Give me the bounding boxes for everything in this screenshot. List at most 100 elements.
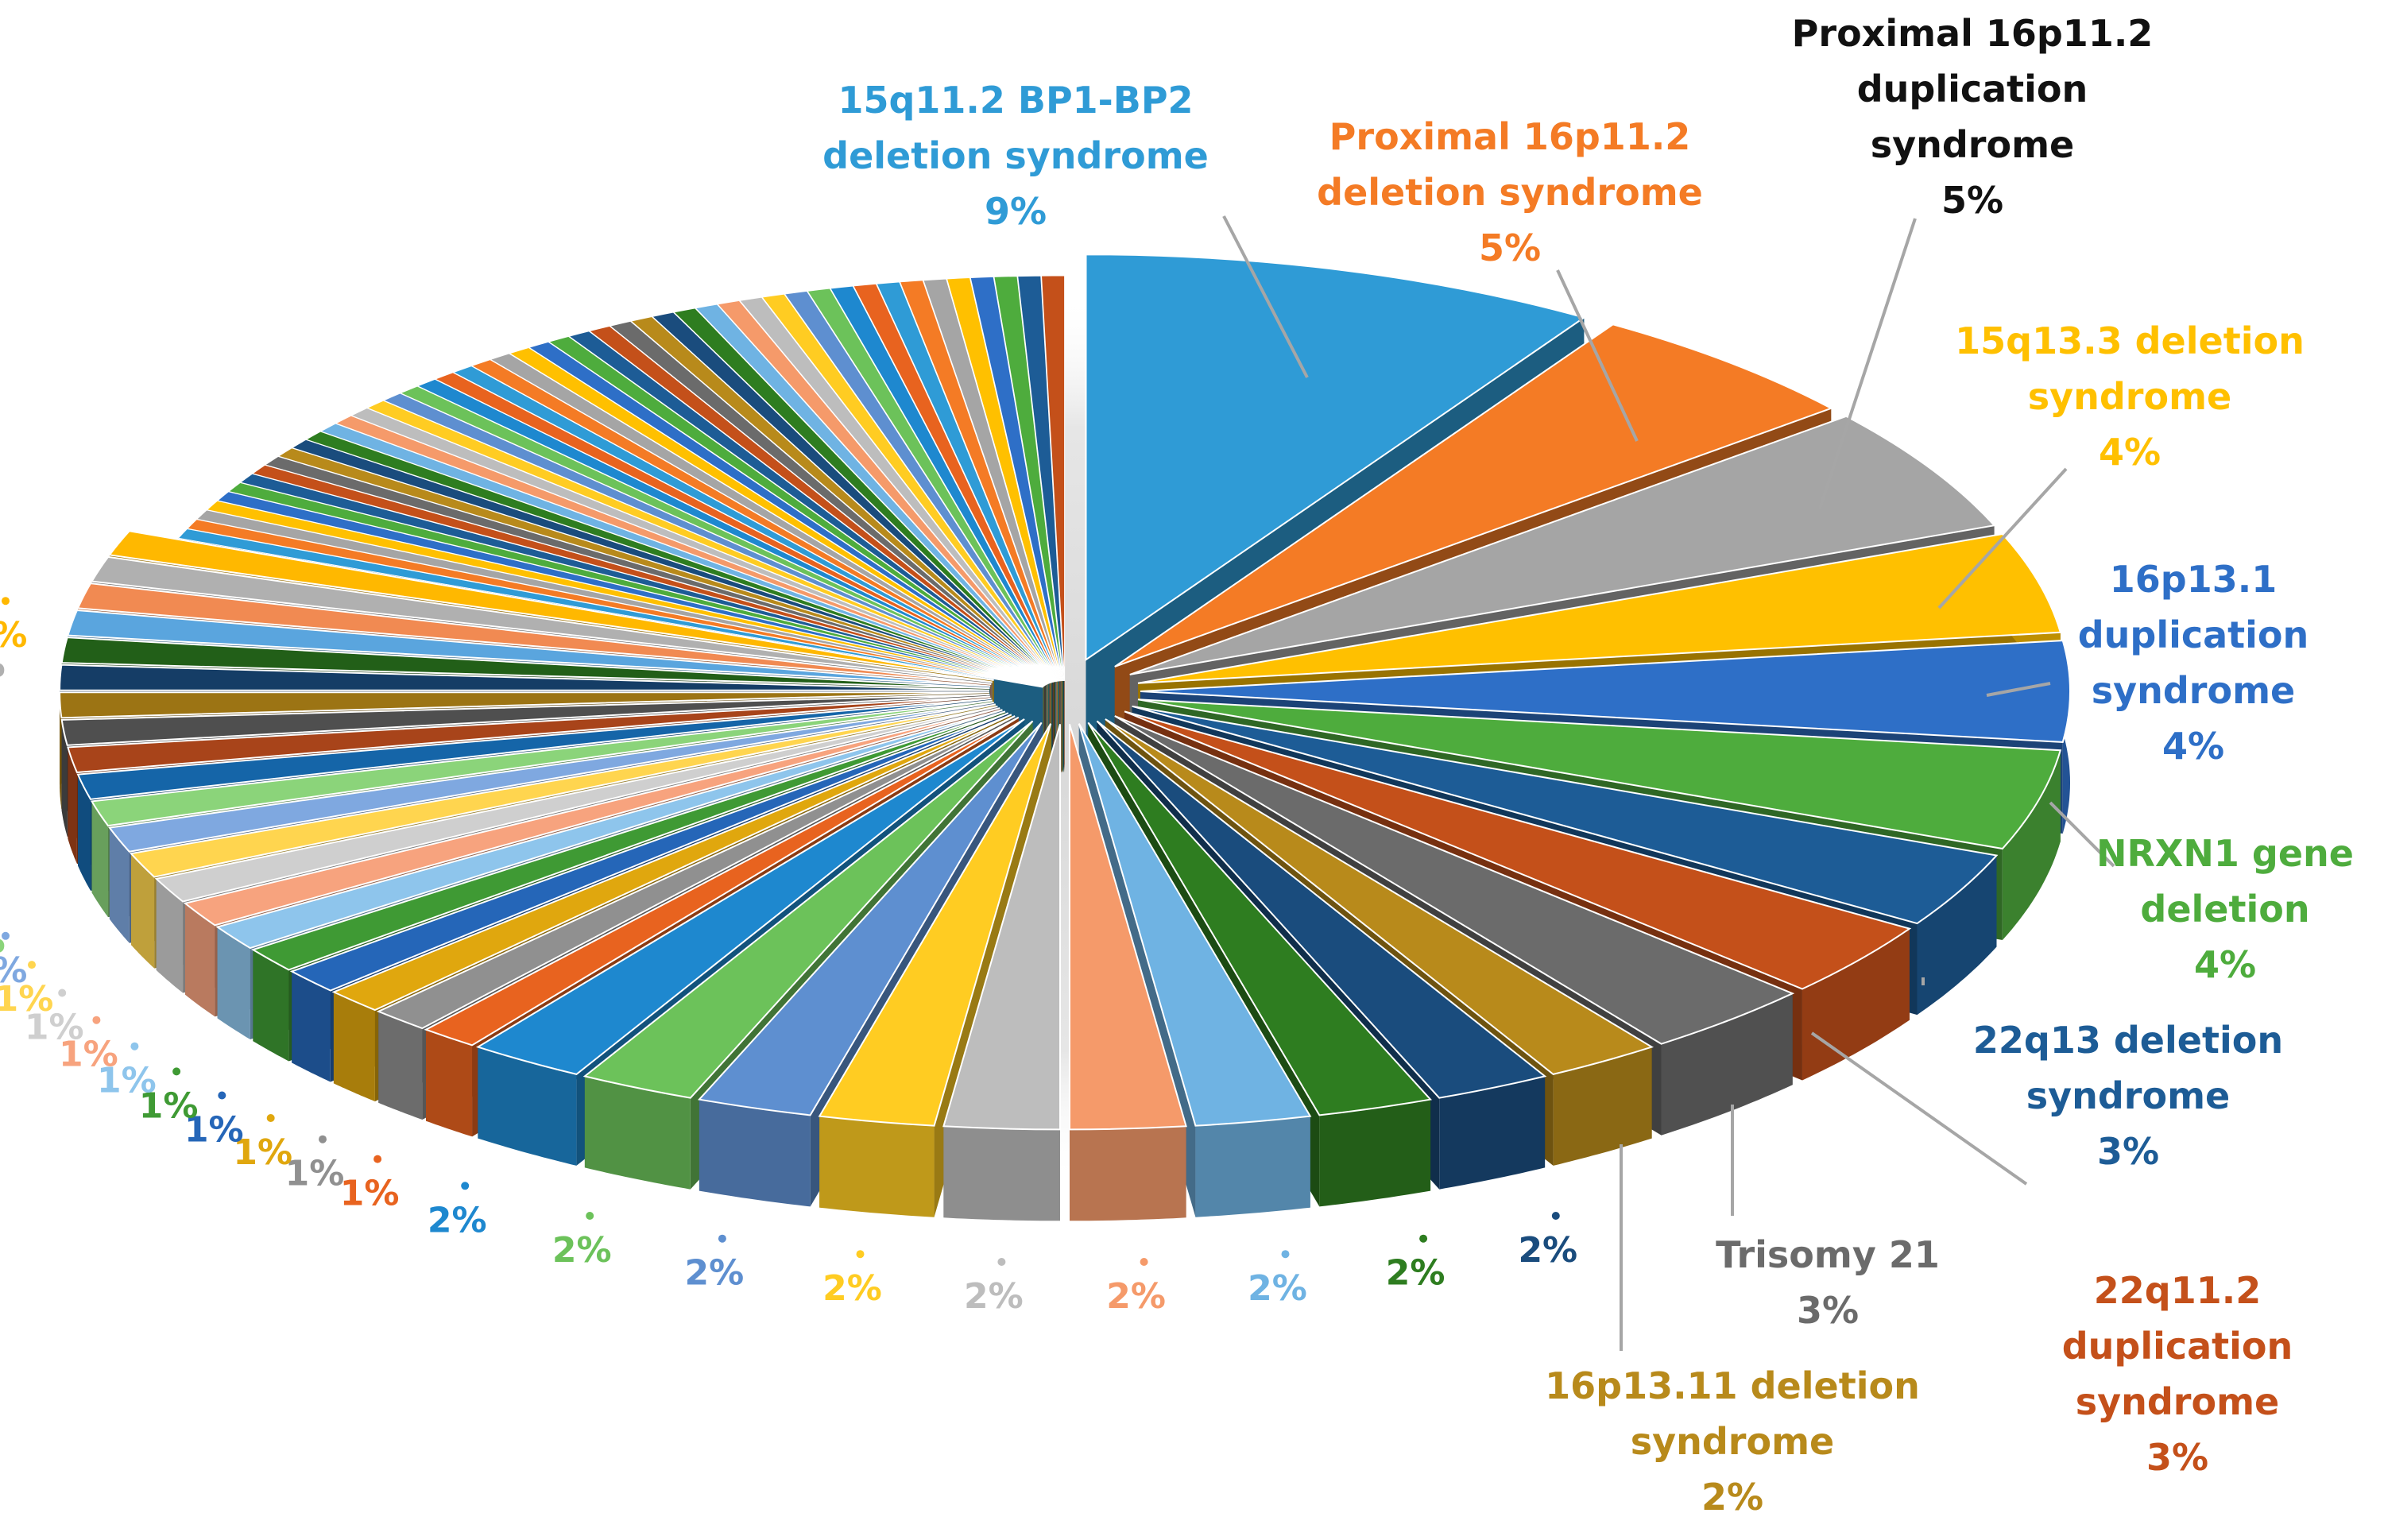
slice-9-outer-wall <box>1553 1047 1652 1166</box>
slice-13-top <box>1068 724 1187 1131</box>
slice-26-leader-dot <box>58 989 67 997</box>
slice-24-top <box>215 709 1003 950</box>
slice-5-outer-wall <box>2002 750 2061 940</box>
slice-24-outer-wall <box>217 927 250 1039</box>
slice-minor-top-75 <box>761 293 1058 682</box>
slice-21-outer-wall <box>333 992 375 1102</box>
slice-28-outer-wall <box>109 827 130 943</box>
slice-6-outer-wall <box>1917 855 1997 1016</box>
slice-3-name-line: syndrome <box>2028 375 2231 418</box>
slice-minor-top-80 <box>876 281 1061 682</box>
slice-25-outer-wall <box>185 903 215 1017</box>
slice-14-pct: 2% <box>964 1276 1024 1317</box>
slice-minor-top-68 <box>609 320 1055 683</box>
slice-7-name-line: 22q11.2 <box>2094 1269 2261 1312</box>
slice-10-top <box>1096 720 1547 1099</box>
slice-minor-top-82 <box>923 278 1062 682</box>
slice-4-name-line: duplication <box>2078 613 2309 656</box>
slice-0-label: 15q11.2 BP1-BP2 deletion syndrome 9% <box>822 79 1209 233</box>
slice-27-top <box>130 703 997 878</box>
slice-23-top <box>250 710 1006 971</box>
slice-2-top <box>1129 415 1996 675</box>
slice-18-pct: 2% <box>428 1200 487 1240</box>
slice-12-leader-dot <box>1281 1250 1290 1259</box>
slice-6-label: 22q13 deletion syndrome 3% <box>1973 1019 2283 1173</box>
slice-22-leader-dot <box>218 1091 226 1100</box>
slice-23-pct: 1% <box>139 1085 199 1126</box>
slice-7-leader <box>1810 1031 2028 1186</box>
slice-9-name-line: 16p13.11 deletion <box>1545 1364 1920 1407</box>
slice-27-pct: 1% <box>0 979 53 1020</box>
slice-38-top <box>90 555 993 683</box>
slice-minor-top-77 <box>807 288 1059 682</box>
slice-25-top <box>183 707 1000 927</box>
slice-19-outer-wall <box>426 1029 473 1137</box>
slice-16-leader-dot <box>718 1234 726 1243</box>
pie-tops <box>59 253 2071 1131</box>
slice-10-leader-dot <box>1551 1212 1560 1220</box>
slice-21-pct: 1% <box>233 1132 292 1173</box>
slice-14-top <box>942 724 1062 1131</box>
slice-23-leader-dot <box>172 1067 181 1076</box>
slice-22-pct: 1% <box>184 1110 244 1151</box>
slice-4-name-line: syndrome <box>2092 669 2295 712</box>
slice-minor-top-85 <box>993 276 1064 682</box>
slice-25-pct: 1% <box>59 1035 118 1075</box>
slice-2-name-line: syndrome <box>1871 123 2074 166</box>
slice-4-name-line: 16p13.1 <box>2110 558 2277 601</box>
slice-11-top <box>1087 722 1433 1116</box>
slice-9-label: 16p13.11 deletion syndrome 2% <box>1545 1364 1920 1519</box>
slice-7-name-line: duplication <box>2062 1325 2293 1368</box>
slice-27-outer-wall <box>131 853 155 969</box>
slice-5-name-line: deletion <box>2140 888 2309 931</box>
slice-minor-top-79 <box>853 283 1061 682</box>
slice-17-top <box>582 720 1034 1099</box>
slice-0-name-line: deletion syndrome <box>822 134 1209 177</box>
slice-12-top <box>1078 723 1312 1127</box>
slice-minor-top-72 <box>695 304 1057 683</box>
slice-26-top <box>154 705 998 903</box>
slice-2-label: Proximal 16p11.2 duplication syndrome 5% <box>1792 12 2154 222</box>
slice-5-leader <box>2049 801 2115 868</box>
slice-2-pct: 5% <box>1941 179 2003 222</box>
slice-8-pct: 3% <box>1797 1289 1859 1332</box>
slice-4-label-text: 16p13.1 duplication syndrome 4% <box>2078 558 2309 768</box>
slice-18-top <box>475 718 1025 1075</box>
slice-1-pct: 5% <box>1479 226 1541 269</box>
slice-12-outer-wall <box>1195 1116 1310 1217</box>
slice-29-top <box>90 699 993 827</box>
slice-8-label-text: Trisomy 21 3% <box>1716 1233 1940 1332</box>
slice-labels: 15q11.2 BP1-BP2 deletion syndrome 9% Proxim… <box>0 12 2354 1519</box>
slice-6-label-text: 22q13 deletion syndrome 3% <box>1973 1019 2283 1173</box>
slice-5-label-text: NRXN1 gene deletion 4% <box>2096 832 2354 986</box>
slice-7-top <box>1124 710 1912 990</box>
slice-20-outer-wall <box>378 1011 423 1120</box>
slice-24-leader-dot <box>130 1042 139 1051</box>
slice-1-name-line: deletion syndrome <box>1317 171 1703 214</box>
slice-minor-top-78 <box>830 285 1060 682</box>
slice-8-label: Trisomy 21 3% <box>1716 1233 1940 1332</box>
slice-5-top <box>1137 698 2062 850</box>
slice-1-top <box>1114 323 1833 667</box>
slice-34-top <box>59 664 990 691</box>
slice-0-name-line: 15q11.2 BP1-BP2 <box>838 79 1193 122</box>
slice-4-leader <box>1986 682 2051 697</box>
slice-9-label-text: 16p13.11 deletion syndrome 2% <box>1545 1364 1920 1519</box>
slice-9-top <box>1105 718 1654 1075</box>
slice-15-top <box>818 723 1052 1127</box>
slice-minor-top-87 <box>1041 275 1066 681</box>
slice-8-top <box>1114 715 1795 1045</box>
slice-12-pct: 2% <box>1248 1268 1307 1309</box>
slice-16-top <box>697 722 1043 1116</box>
slice-15-pct: 2% <box>822 1268 882 1309</box>
slice-4-pct: 4% <box>2162 725 2224 768</box>
slice-7-outer-wall <box>1802 928 1910 1081</box>
slice-minor-top-73 <box>717 300 1057 683</box>
slice-24-pct: 1% <box>97 1061 157 1101</box>
slice-minor-top-74 <box>738 296 1058 682</box>
slice-0-label-text: 15q11.2 BP1-BP2 deletion syndrome 9% <box>822 79 1209 233</box>
slice-1-name-line: Proximal 16p11.2 <box>1329 115 1691 158</box>
slice-7-pct: 3% <box>2146 1436 2208 1479</box>
